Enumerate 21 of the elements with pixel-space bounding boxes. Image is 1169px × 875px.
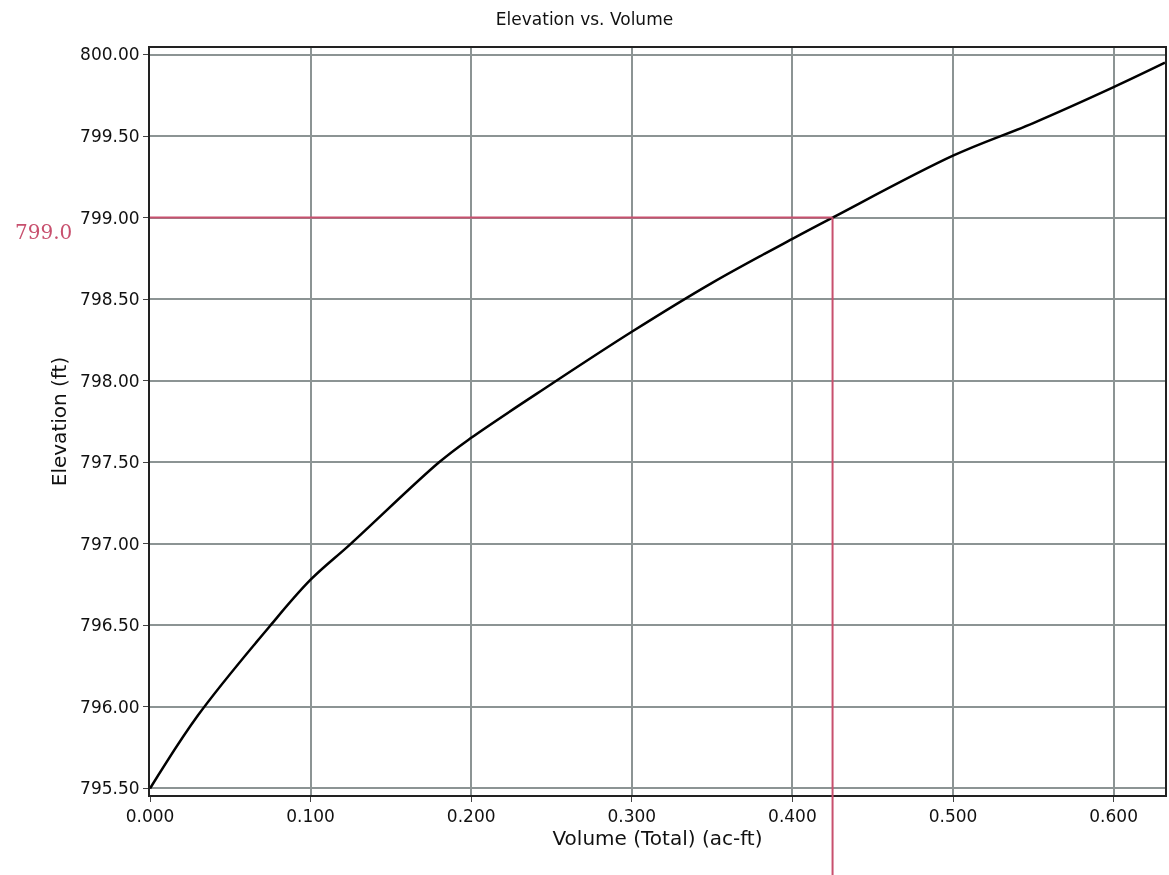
x-tick-label: 0.600 bbox=[1089, 806, 1138, 827]
x-tick-label: 0.400 bbox=[768, 806, 817, 827]
y-tick-label: 797.50 bbox=[80, 452, 140, 473]
x-tick-label: 0.100 bbox=[286, 806, 335, 827]
y-tick-label: 799.50 bbox=[80, 126, 140, 147]
y-tick-label: 796.50 bbox=[80, 615, 140, 636]
x-tick-label: 0.000 bbox=[125, 806, 175, 827]
chart-title: Elevation vs. Volume bbox=[495, 9, 674, 30]
y-axis-title: Elevation (ft) bbox=[47, 356, 72, 487]
y-tick-label: 798.50 bbox=[80, 289, 140, 310]
y-tick-label: 799.00 bbox=[80, 207, 140, 228]
x-axis-title: Volume (Total) (ac-ft) bbox=[552, 826, 763, 851]
x-tick-label: 0.500 bbox=[928, 806, 978, 827]
y-tick-label: 800.00 bbox=[80, 44, 140, 65]
x-tick-label: 0.200 bbox=[446, 806, 496, 827]
x-tick-label: 0.300 bbox=[607, 806, 657, 827]
ref-line-label: 799.0 bbox=[15, 220, 73, 244]
y-tick-label: 797.00 bbox=[80, 533, 140, 554]
y-tick-label: 795.50 bbox=[80, 778, 140, 799]
y-tick-label: 796.00 bbox=[80, 696, 140, 717]
y-tick-label: 798.00 bbox=[80, 370, 140, 391]
